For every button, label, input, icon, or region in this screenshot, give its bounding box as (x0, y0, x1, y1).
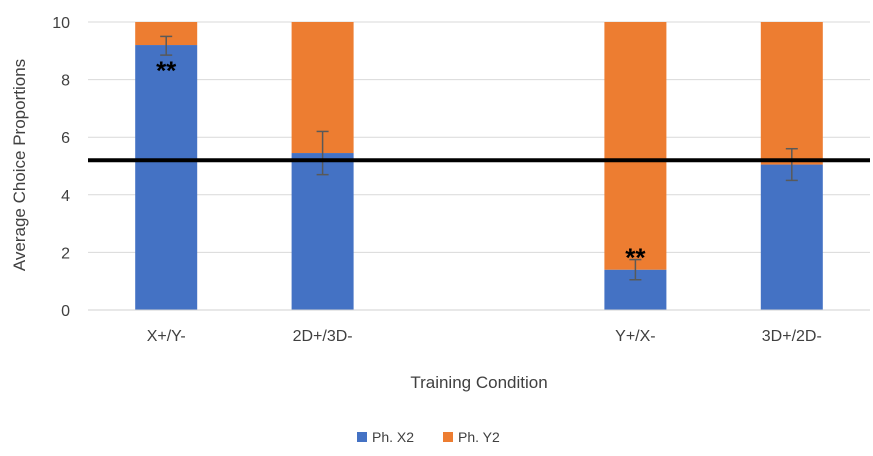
significance-annotations: ** ** (156, 56, 646, 273)
error-bar (629, 258, 642, 281)
x-axis-tick-labels: X+/Y- 2D+/3D- Y+/X- 3D+/2D- (147, 328, 822, 345)
legend: Ph. X2 Ph. Y2 (357, 429, 500, 445)
legend-label: Ph. Y2 (458, 429, 500, 445)
y-tick-label: 0 (61, 303, 70, 320)
y-tick-label: 8 (61, 73, 70, 90)
bar-segment (291, 153, 354, 310)
error-bar (785, 147, 798, 182)
error-bar (160, 35, 173, 56)
gridlines (88, 21, 870, 311)
x-tick-label: X+/Y- (147, 328, 186, 345)
x-tick-label: 2D+/3D- (293, 328, 353, 345)
y-tick-label: 4 (61, 188, 70, 205)
y-tick-label: 10 (52, 15, 70, 32)
bars (135, 22, 823, 310)
x-axis-title: Training Condition (410, 373, 547, 392)
bar-segment (604, 22, 667, 270)
legend-label: Ph. X2 (372, 429, 414, 445)
bar-segment (760, 22, 823, 165)
x-tick-label: 3D+/2D- (762, 328, 822, 345)
legend-item: Ph. X2 (357, 429, 414, 445)
bar-segment (760, 164, 823, 310)
significance-marker: ** (156, 56, 177, 86)
legend-swatch (443, 432, 453, 442)
x-tick-label: Y+/X- (615, 328, 655, 345)
y-tick-label: 2 (61, 245, 70, 262)
y-axis-tick-labels: 0 2 4 6 8 10 (52, 15, 70, 320)
legend-item: Ph. Y2 (443, 429, 500, 445)
legend-swatch (357, 432, 367, 442)
y-axis-title: Average Choice Proportions (10, 59, 29, 271)
bar-segment (135, 22, 198, 46)
bar-segment (135, 45, 198, 310)
error-bars (160, 35, 798, 281)
error-bar (316, 130, 329, 176)
significance-marker: ** (625, 243, 646, 273)
y-tick-label: 6 (61, 130, 70, 147)
